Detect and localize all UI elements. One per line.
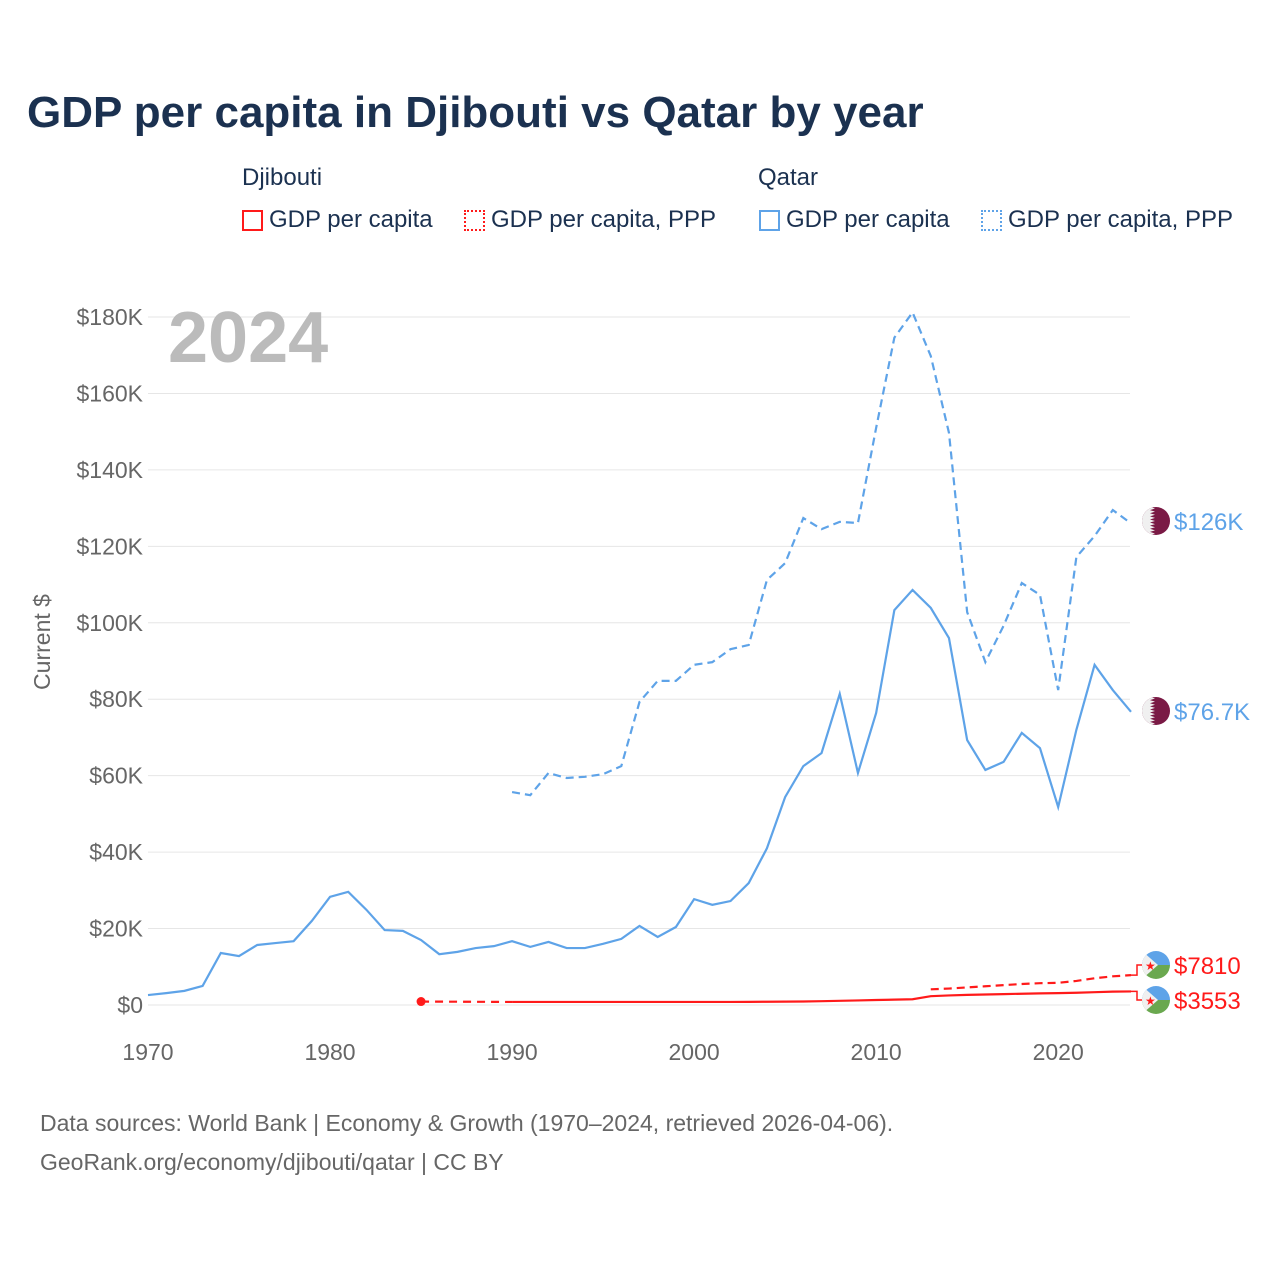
- legend-swatch-dotted: [464, 209, 485, 231]
- legend-djibouti-gdp[interactable]: GDP per capita: [242, 206, 433, 234]
- y-tick-label: $40K: [89, 839, 143, 865]
- flag-white: [1142, 986, 1158, 1014]
- x-tick-label: 2020: [1033, 1039, 1084, 1065]
- flag-green: [1142, 965, 1170, 979]
- flag-maroon: [1142, 697, 1170, 725]
- end-label-group: ★ $7810: [1131, 951, 1241, 980]
- y-tick-label: $140K: [76, 457, 143, 483]
- x-tick-label: 1990: [486, 1039, 537, 1065]
- footer-sources: Data sources: World Bank | Economy & Gro…: [40, 1110, 894, 1136]
- flag-star: ★: [1145, 959, 1156, 973]
- legend-qatar-gdp[interactable]: GDP per capita: [759, 206, 950, 234]
- leader-line: [1131, 990, 1143, 1001]
- legend-swatch-solid: [242, 209, 263, 231]
- x-tick-label: 2000: [669, 1039, 720, 1065]
- flag-white: [1142, 507, 1155, 535]
- legend-swatch-solid: [759, 209, 780, 231]
- qatar-flag-icon: [1142, 697, 1170, 725]
- flag-white: [1142, 951, 1158, 979]
- y-tick-label: $120K: [76, 533, 143, 559]
- y-tick-label: $100K: [76, 610, 143, 636]
- end-label-group: $76.7K: [1142, 697, 1250, 726]
- footer-link[interactable]: GeoRank.org/economy/djibouti/qatar | CC …: [40, 1149, 504, 1175]
- end-label-group: ★ $3553: [1131, 986, 1241, 1015]
- leader-line: [1131, 964, 1143, 976]
- flag-white: [1142, 697, 1155, 725]
- end-value-label: $3553: [1174, 988, 1241, 1015]
- series-line: [147, 588, 1132, 997]
- series-line: [512, 990, 1132, 1004]
- legend-djibouti-ppp[interactable]: GDP per capita, PPP: [464, 206, 716, 234]
- flag-green: [1142, 1000, 1170, 1014]
- legend-label: GDP per capita, PPP: [491, 206, 716, 233]
- flag-maroon: [1142, 507, 1170, 535]
- flag-blue: [1142, 951, 1170, 965]
- legend-qatar-ppp[interactable]: GDP per capita, PPP: [981, 206, 1233, 234]
- end-value-label: $126K: [1174, 509, 1243, 536]
- end-value-label: $7810: [1174, 953, 1241, 980]
- x-tick-label: 1980: [304, 1039, 355, 1065]
- series-line: [511, 310, 1132, 797]
- legend-label: GDP per capita, PPP: [1008, 206, 1233, 233]
- year-watermark: 2024: [168, 298, 328, 378]
- flag-blue: [1142, 986, 1170, 1000]
- y-tick-label: $60K: [89, 763, 143, 789]
- djibouti-flag-icon: ★: [1142, 986, 1170, 1014]
- djibouti-flag-icon: ★: [1142, 951, 1170, 979]
- y-axis-label: Current $: [29, 594, 55, 690]
- qatar-flag-icon: [1142, 507, 1170, 535]
- y-tick-label: $20K: [89, 916, 143, 942]
- y-tick-label: $80K: [89, 686, 143, 712]
- end-value-label: $76.7K: [1174, 699, 1250, 726]
- x-tick-label: 1970: [122, 1039, 173, 1065]
- flag-star: ★: [1145, 994, 1156, 1008]
- legend-group-qatar: Qatar: [758, 164, 819, 191]
- y-tick-label: $180K: [76, 304, 143, 330]
- legend-group-djibouti: Djibouti: [242, 164, 323, 191]
- y-tick-label: $0: [117, 992, 143, 1018]
- legend-label: GDP per capita: [786, 206, 950, 233]
- series-line: [930, 974, 1132, 991]
- chart-title: GDP per capita in Djibouti vs Qatar by y…: [27, 88, 924, 137]
- legend-label: GDP per capita: [269, 206, 433, 233]
- legend-swatch-dotted: [981, 209, 1002, 231]
- end-label-group: $126K: [1142, 507, 1243, 536]
- y-tick-label: $160K: [76, 380, 143, 406]
- x-tick-label: 2010: [851, 1039, 902, 1065]
- data-point: [416, 997, 426, 1007]
